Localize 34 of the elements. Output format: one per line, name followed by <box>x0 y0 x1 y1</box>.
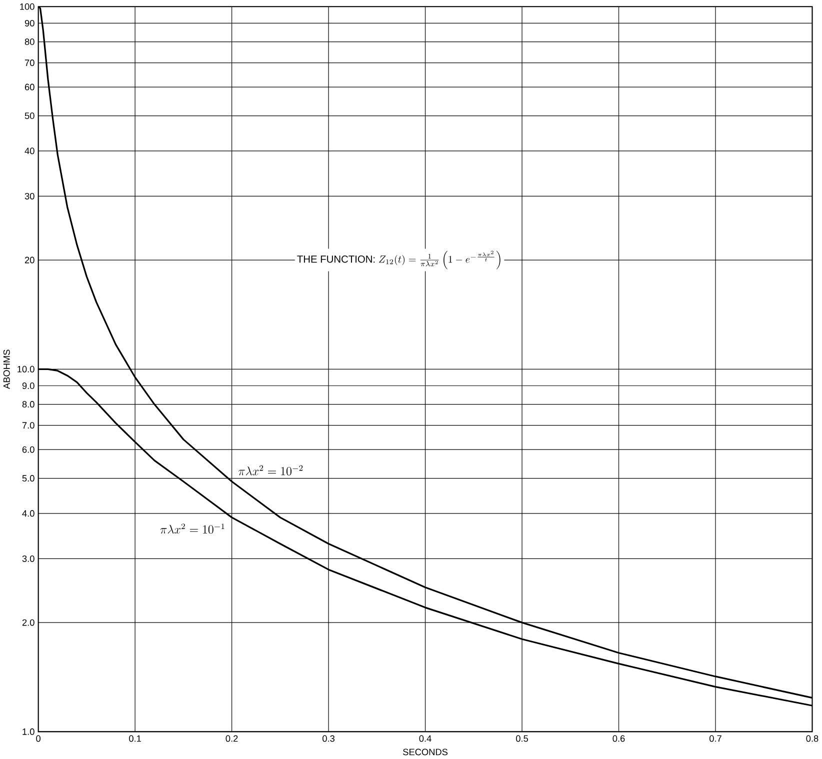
x-tick-label: 0.4 <box>419 735 432 742</box>
annotation: $Z_{12}(t)=\frac{1}{\pi\lambda x^{2}}\left(1-e^{-\frac{\pi\lambda x^{2}}{t}}\right)$ <box>378 250 500 270</box>
x-tick-label: 0 <box>36 735 41 742</box>
x-tick-label: 0.7 <box>709 735 722 742</box>
y-tick-label: 90 <box>24 20 34 27</box>
y-tick-label: 5.0 <box>22 475 34 482</box>
x-tick-label: 0.1 <box>129 735 141 742</box>
y-axis-title: ABOHMS <box>3 350 10 390</box>
annotation: THE FUNCTION: <box>297 256 375 263</box>
x-tick-label: 0.3 <box>322 735 335 742</box>
y-tick-label: 10.0 <box>18 366 34 373</box>
y-tick-label: 8.0 <box>22 401 34 408</box>
y-tick-label: 3.0 <box>22 556 34 562</box>
x-axis-title: SECONDS <box>403 748 448 756</box>
series-label: $\pi\lambda x^{2}=10^{-1}$ <box>160 524 224 534</box>
y-tick-label: 30 <box>24 193 34 200</box>
x-tick-label: 0.6 <box>612 735 625 742</box>
y-tick-label: 40 <box>24 148 34 154</box>
y-tick-label: 60 <box>24 84 34 90</box>
y-tick-label: 6.0 <box>22 446 34 454</box>
y-tick-label: 100 <box>20 4 34 10</box>
y-tick-label: 20 <box>24 256 34 264</box>
y-tick-label: 70 <box>24 60 34 66</box>
series-label: $\pi\lambda x^{2}=10^{-2}$ <box>238 465 303 476</box>
y-tick-label: 9.0 <box>22 382 34 390</box>
y-tick-label: 50 <box>24 112 34 120</box>
x-tick-label: 0.8 <box>806 735 818 742</box>
y-tick-label: 7.0 <box>22 422 34 429</box>
y-tick-label: 1.0 <box>22 728 34 736</box>
y-tick-label: 4.0 <box>22 510 34 517</box>
y-tick-label: 80 <box>24 38 34 46</box>
x-tick-label: 0.5 <box>516 735 528 742</box>
y-tick-label: 2.0 <box>22 619 34 626</box>
x-tick-label: 0.2 <box>226 735 238 742</box>
